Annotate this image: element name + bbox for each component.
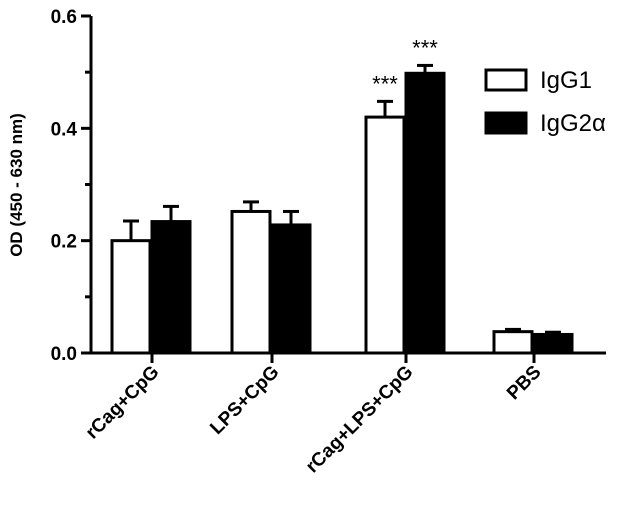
y-tick-label-0: 0.0	[51, 344, 77, 365]
bar-igg1-3	[492, 330, 534, 355]
bar-igg2a-3	[532, 332, 574, 355]
legend-swatch-igg2a	[484, 111, 528, 135]
legend-swatch-igg1	[484, 68, 528, 92]
axes-group	[81, 14, 606, 363]
x-category-label-0: rCag+CpG	[82, 362, 164, 444]
bar-igg1-0	[110, 239, 152, 355]
y-tick-label-2: 0.4	[51, 119, 78, 140]
bar-igg2a-0	[150, 220, 192, 355]
bar-igg2a-2	[404, 71, 446, 355]
x-category-label-3: PBS	[503, 362, 545, 404]
bar-igg1-2	[364, 115, 406, 355]
legend-label-igg1: IgG1	[540, 67, 592, 94]
bar-igg1-1	[230, 209, 272, 355]
y-tick-label-1: 0.2	[51, 232, 77, 253]
significance-label-0: ***	[372, 71, 398, 96]
significance-label-1: ***	[412, 35, 438, 60]
error-bars-group	[123, 63, 561, 335]
x-category-label-1: LPS+CpG	[206, 362, 283, 439]
y-axis-label: OD (450 - 630 nm)	[7, 113, 26, 257]
legend: IgG1 IgG2α	[484, 67, 606, 137]
legend-label-igg2a: IgG2α	[540, 110, 606, 137]
bar-igg2a-1	[270, 223, 312, 355]
y-tick-label-3: 0.6	[51, 7, 77, 28]
x-category-label-2: rCag+LPS+CpG	[302, 362, 418, 478]
